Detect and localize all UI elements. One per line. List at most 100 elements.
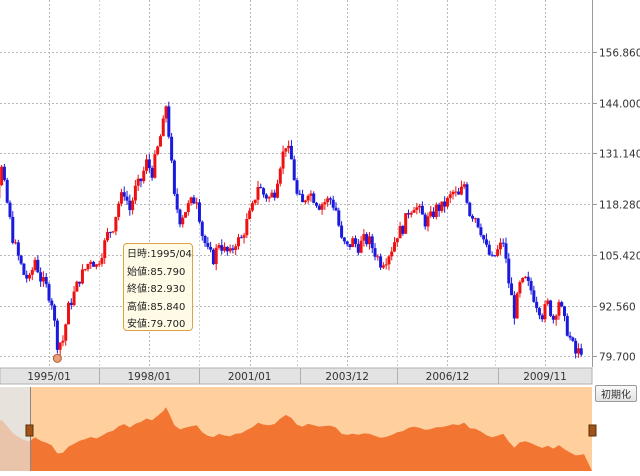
candle-body: [304, 201, 307, 203]
candle-body: [471, 216, 474, 219]
navigator-left-handle[interactable]: [26, 425, 33, 436]
candle-body: [387, 256, 390, 264]
tooltip-low-row: 安値:79.700: [127, 316, 189, 334]
tooltip-high: 85.840: [150, 302, 185, 313]
candle-body: [482, 235, 485, 239]
candle-body: [452, 192, 455, 195]
candle-body: [103, 240, 106, 258]
candle-body: [145, 159, 148, 170]
candle-body: [546, 301, 549, 305]
tooltip-open: 85.790: [150, 267, 185, 278]
candle-body: [463, 184, 466, 186]
candle-body: [563, 306, 566, 316]
candle-body: [371, 236, 374, 248]
candle-body: [106, 232, 109, 240]
candle-body: [443, 201, 446, 206]
candle-body: [126, 197, 129, 201]
range-navigator[interactable]: [0, 387, 596, 471]
candle-body: [87, 264, 90, 269]
candle-body: [81, 269, 84, 283]
candle-body: [14, 242, 17, 243]
candle-body: [507, 259, 510, 284]
candle-body: [36, 260, 39, 272]
candle-body: [109, 232, 112, 233]
candle-body: [527, 277, 530, 281]
candle-body: [192, 197, 195, 203]
candle-body: [429, 212, 432, 217]
y-tick-label: 118.280: [599, 200, 640, 212]
candle-body: [254, 200, 257, 203]
y-tick-label: 144.000: [599, 99, 640, 111]
candle-body: [538, 308, 541, 315]
candle-body: [454, 192, 457, 193]
candle-body: [396, 238, 399, 242]
candle-body: [374, 248, 377, 257]
candle-body: [541, 315, 544, 319]
candle-body: [493, 255, 496, 256]
candle-body: [206, 243, 209, 247]
candle-body: [42, 277, 45, 281]
tooltip-high-row: 高値:85.840: [127, 299, 189, 317]
candle-body: [0, 167, 3, 185]
candle-body: [524, 277, 527, 278]
candle-body: [518, 282, 521, 293]
candle-tooltip: 日時:1995/04 始値:85.790 終値:82.930 高値:85.840…: [123, 243, 193, 331]
candle-body: [100, 258, 103, 264]
candle-body: [379, 256, 382, 267]
tooltip-open-row: 始値:85.790: [127, 264, 189, 282]
candle-body: [516, 293, 519, 318]
candle-body: [184, 212, 187, 218]
candle-body: [413, 210, 416, 213]
candle-body: [407, 213, 410, 214]
candle-body: [176, 194, 179, 210]
candle-body: [432, 212, 435, 217]
candle-body: [326, 198, 329, 202]
candle-body: [560, 302, 563, 306]
candle-body: [3, 167, 6, 180]
candle-body: [48, 284, 51, 300]
candle-body: [532, 290, 535, 301]
candle-body: [45, 277, 48, 284]
candle-body: [61, 341, 64, 343]
candle-body: [438, 205, 441, 211]
candle-body: [173, 161, 176, 194]
candle-body: [226, 247, 229, 251]
candle-body: [293, 159, 296, 180]
candle-body: [385, 264, 388, 265]
candle-body: [114, 217, 117, 231]
candle-body: [390, 252, 393, 257]
candle-body: [204, 236, 207, 243]
y-tick-label: 92.560: [599, 302, 636, 314]
candle-body: [571, 338, 574, 341]
candle-body: [134, 186, 137, 201]
candle-body: [190, 197, 193, 203]
candle-body: [131, 201, 134, 211]
candle-body: [276, 184, 279, 198]
candle-body: [426, 216, 429, 226]
candle-body: [56, 321, 59, 350]
candle-body: [95, 264, 98, 266]
candle-body: [449, 194, 452, 198]
candle-body: [290, 146, 293, 159]
navigator-right-handle[interactable]: [589, 425, 596, 436]
candle-body: [159, 136, 162, 146]
candle-body: [187, 203, 190, 212]
candle-body: [343, 238, 346, 242]
candle-body: [440, 201, 443, 210]
candle-body: [195, 202, 198, 203]
candle-body: [552, 316, 555, 320]
candle-body: [530, 281, 533, 290]
candle-body: [435, 205, 438, 217]
candle-body: [245, 219, 248, 235]
y-tick-label: 131.140: [599, 149, 640, 161]
candle-body: [535, 302, 538, 308]
reset-zoom-button[interactable]: 初期化: [595, 385, 637, 402]
candle-body: [220, 245, 223, 251]
candle-body: [259, 187, 262, 188]
candle-body: [215, 248, 218, 264]
candle-body: [566, 316, 569, 336]
candle-body: [415, 207, 418, 210]
candle-body: [457, 192, 460, 195]
candle-body: [491, 255, 494, 256]
candle-body: [139, 179, 142, 181]
